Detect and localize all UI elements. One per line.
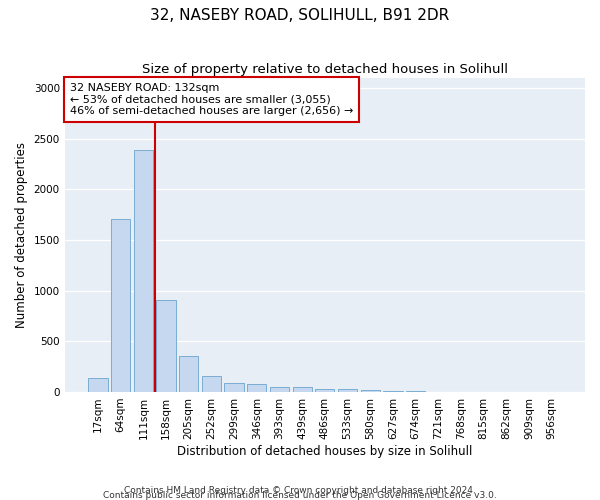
Bar (134, 150, 153, 392)
Title: Size of property relative to detached houses in Solihull: Size of property relative to detached ho… (142, 62, 508, 76)
Bar (338, 390, 357, 392)
Bar (157, 300, 176, 392)
Bar (293, 388, 312, 392)
Bar (202, 376, 221, 392)
Bar (270, 387, 289, 392)
Bar (179, 356, 199, 392)
Text: 32 NASEBY ROAD: 132sqm
← 53% of detached houses are smaller (3,055)
46% of semi-: 32 NASEBY ROAD: 132sqm ← 53% of detached… (70, 83, 353, 116)
Bar (88, 378, 107, 392)
Bar (247, 384, 266, 392)
Bar (383, 391, 403, 392)
Bar (315, 389, 334, 392)
X-axis label: Distribution of detached houses by size in Solihull: Distribution of detached houses by size … (177, 444, 473, 458)
Bar (361, 390, 380, 392)
Y-axis label: Number of detached properties: Number of detached properties (15, 142, 28, 328)
Text: Contains HM Land Registry data © Crown copyright and database right 2024.: Contains HM Land Registry data © Crown c… (124, 486, 476, 495)
Bar (224, 383, 244, 392)
Bar (111, 219, 130, 392)
Text: 32, NASEBY ROAD, SOLIHULL, B91 2DR: 32, NASEBY ROAD, SOLIHULL, B91 2DR (151, 8, 449, 22)
Text: Contains public sector information licensed under the Open Government Licence v3: Contains public sector information licen… (103, 490, 497, 500)
